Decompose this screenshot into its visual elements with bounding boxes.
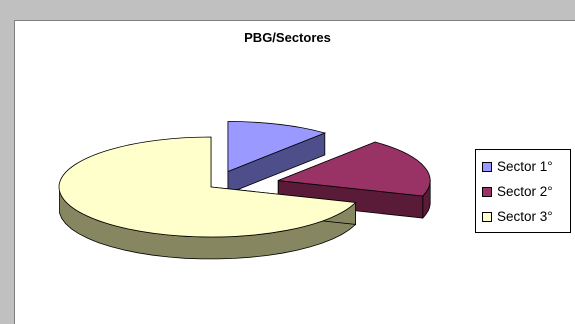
pie-slice-3 bbox=[58, 136, 357, 238]
pie-slice-1 bbox=[227, 121, 327, 173]
legend: Sector 1° Sector 2° Sector 3° bbox=[475, 149, 571, 233]
legend-label-sector-1: Sector 1° bbox=[497, 159, 553, 174]
legend-item-sector-1: Sector 1° bbox=[482, 154, 570, 179]
legend-item-sector-2: Sector 2° bbox=[482, 179, 570, 204]
legend-swatch-sector-2 bbox=[482, 186, 492, 197]
pie-slice-2 bbox=[278, 141, 431, 197]
legend-swatch-sector-1 bbox=[482, 161, 492, 172]
legend-label-sector-3: Sector 3° bbox=[497, 209, 553, 224]
legend-label-sector-2: Sector 2° bbox=[497, 184, 553, 199]
legend-item-sector-3: Sector 3° bbox=[482, 204, 570, 229]
legend-swatch-sector-3 bbox=[482, 211, 492, 222]
chart-title: PBG/Sectores bbox=[244, 30, 331, 45]
